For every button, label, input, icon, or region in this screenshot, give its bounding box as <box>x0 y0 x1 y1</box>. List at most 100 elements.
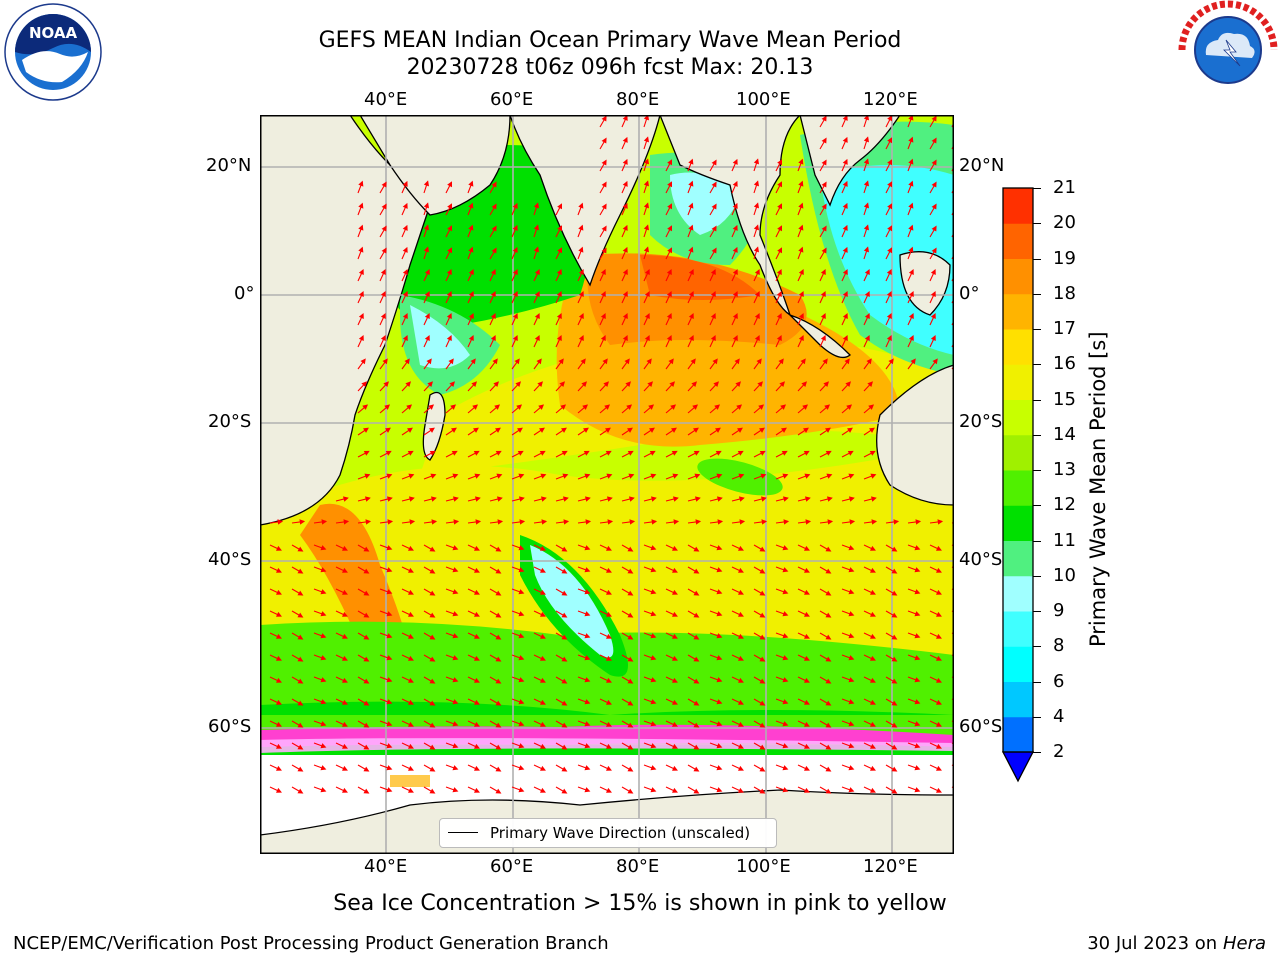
wave-arrow-head <box>672 765 678 771</box>
wave-arrow-head <box>495 546 502 552</box>
wave-arrow-head <box>754 313 760 319</box>
wave-arrow-head <box>342 787 348 793</box>
wave-arrow-head <box>759 766 766 772</box>
colorbar-tick-mark <box>1033 434 1041 436</box>
wave-arrow-head <box>424 313 430 319</box>
wave-arrow-head <box>561 612 568 618</box>
wave-arrow-head <box>936 765 942 771</box>
wave-arrow-head <box>754 291 760 297</box>
wave-arrow-head <box>782 496 789 502</box>
colorbar-tick-mark <box>1033 681 1041 683</box>
wave-arrow-head <box>627 450 634 456</box>
colorbar <box>1001 187 1035 783</box>
wave-arrow-head <box>693 568 700 574</box>
wave-arrow-head <box>711 203 717 210</box>
wave-arrow-head <box>844 358 850 365</box>
wave-arrow-head <box>320 699 327 705</box>
lat-tick-right-20n: 20°N <box>959 155 1005 176</box>
chart-title: GEFS MEAN Indian Ocean Primary Wave Mean… <box>318 28 902 53</box>
wave-arrow-head <box>427 381 433 388</box>
wave-arrow-head <box>495 678 502 684</box>
wave-arrow-head <box>495 656 502 662</box>
wave-arrow-head <box>643 115 650 121</box>
wave-arrow-head <box>820 335 826 341</box>
wave-arrow-head <box>429 568 436 574</box>
wave-arrow-head <box>649 427 655 433</box>
wave-arrow-head <box>693 700 700 706</box>
wave-arrow-head <box>798 202 804 209</box>
lon-tick-top-40e: 40°E <box>364 89 408 110</box>
wave-arrow-head <box>606 567 612 573</box>
wave-arrow-head <box>738 677 744 683</box>
wave-arrow-head <box>804 787 810 793</box>
wave-arrow-head <box>738 567 744 573</box>
wave-arrow-head <box>908 335 914 341</box>
wave-arrow-head <box>930 291 936 297</box>
wave-arrow-head <box>717 519 724 525</box>
wave-arrow-head <box>452 633 459 639</box>
wave-arrow-head <box>821 203 827 210</box>
wave-arrow-head <box>408 496 415 502</box>
wave-arrow-head <box>825 700 832 706</box>
wave-arrow-head <box>886 291 892 297</box>
wave-arrow-head <box>429 427 435 433</box>
wave-arrow-head <box>541 519 548 525</box>
wave-arrow-head <box>804 611 810 617</box>
wave-arrow-head <box>358 202 364 209</box>
wave-arrow-head <box>342 655 348 661</box>
wave-arrow-head <box>891 722 898 728</box>
wave-arrow-head <box>606 721 612 727</box>
wave-arrow-head <box>561 700 568 706</box>
colorbar-tick-mark <box>1033 540 1041 542</box>
wave-arrow-head <box>738 743 744 749</box>
wave-arrow-head <box>798 180 804 187</box>
chart-subtitle-run: 20230728 t06z 096h fcst Max: 20.13 <box>406 55 814 80</box>
wave-arrow-head <box>474 496 481 502</box>
wave-arrow-head <box>716 655 723 661</box>
wave-arrow-head <box>732 246 738 253</box>
wave-arrow-head <box>673 519 680 525</box>
wave-arrow-head <box>914 787 921 793</box>
wave-arrow-head <box>320 721 327 727</box>
wave-arrow-head <box>320 633 327 639</box>
wave-arrow-head <box>891 612 898 618</box>
wave-arrow-head <box>716 743 723 749</box>
colorbar-tick-mark <box>1033 364 1041 366</box>
wave-arrow-head <box>672 545 678 551</box>
wave-arrow-head <box>891 788 898 794</box>
wave-arrow-head <box>385 427 391 433</box>
wave-arrow-head <box>643 158 650 165</box>
wave-arrow-head <box>650 677 657 683</box>
wave-arrow-head <box>672 721 678 727</box>
wave-arrow-head <box>584 787 591 793</box>
wave-arrow-head <box>494 404 501 410</box>
lat-tick-left-40s: 40°S <box>208 549 252 570</box>
footer-date: 30 Jul 2023 on Hera <box>1087 933 1266 954</box>
wave-arrow-head <box>363 678 370 684</box>
wave-arrow-head <box>693 450 700 456</box>
wave-arrow-head <box>627 546 634 552</box>
wave-arrow-head <box>842 158 848 165</box>
wave-arrow-head <box>562 473 569 479</box>
wave-arrow-head <box>363 722 370 728</box>
wave-arrow-head <box>606 655 612 661</box>
colorbar-band <box>1003 646 1033 682</box>
wave-arrow-head <box>777 247 782 254</box>
wave-arrow-head <box>277 519 284 525</box>
wave-arrow-head <box>776 291 782 297</box>
wave-arrow-head <box>716 496 723 502</box>
wave-arrow-head <box>738 473 745 479</box>
wave-arrow-head <box>450 404 457 410</box>
wave-arrow-head <box>468 313 474 319</box>
wave-arrow-head <box>914 677 921 683</box>
wave-arrow-head <box>563 519 570 525</box>
wave-arrow-head <box>320 655 327 661</box>
wave-arrow-head <box>452 611 459 617</box>
wave-arrow-head <box>825 568 832 574</box>
wave-arrow-head <box>601 203 607 210</box>
wave-arrow-head <box>778 358 784 365</box>
wave-arrow-head <box>380 313 386 319</box>
wave-arrow-head <box>276 721 282 727</box>
wave-arrow-head <box>557 203 562 210</box>
wave-arrow-head <box>342 567 348 573</box>
